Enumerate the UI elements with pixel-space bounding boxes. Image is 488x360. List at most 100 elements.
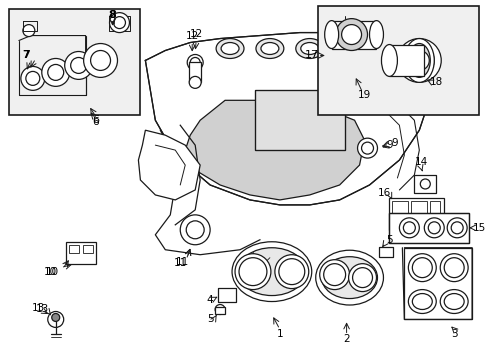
- Text: 12: 12: [189, 28, 203, 39]
- Ellipse shape: [348, 264, 376, 292]
- Text: 9: 9: [386, 140, 392, 150]
- Text: 5: 5: [386, 235, 392, 245]
- Circle shape: [189, 76, 201, 88]
- Ellipse shape: [235, 254, 270, 289]
- Ellipse shape: [407, 254, 435, 282]
- Circle shape: [447, 218, 466, 238]
- Bar: [331, 21, 376, 49]
- Bar: [388, 213, 468, 243]
- Ellipse shape: [300, 42, 318, 54]
- Ellipse shape: [232, 242, 311, 302]
- Circle shape: [420, 179, 429, 189]
- Circle shape: [424, 218, 443, 238]
- Text: 7: 7: [22, 50, 30, 60]
- Ellipse shape: [439, 254, 467, 282]
- Text: 11: 11: [173, 258, 186, 268]
- Text: 6: 6: [92, 115, 99, 125]
- Circle shape: [357, 138, 377, 158]
- Bar: [413, 175, 435, 193]
- Circle shape: [399, 218, 419, 238]
- Ellipse shape: [323, 264, 345, 285]
- Ellipse shape: [216, 39, 244, 58]
- Polygon shape: [138, 130, 200, 200]
- Bar: [379, 247, 393, 257]
- Ellipse shape: [238, 248, 305, 296]
- Circle shape: [41, 58, 69, 86]
- Text: 4: 4: [206, 294, 213, 305]
- Circle shape: [48, 311, 63, 328]
- Circle shape: [403, 222, 414, 234]
- Circle shape: [450, 222, 462, 234]
- Text: 18: 18: [429, 77, 442, 87]
- Text: 2: 2: [343, 334, 349, 345]
- Ellipse shape: [261, 42, 278, 54]
- Ellipse shape: [411, 293, 431, 310]
- Text: 11: 11: [175, 257, 188, 267]
- Bar: [317, 6, 478, 115]
- Circle shape: [404, 45, 433, 75]
- Text: 6: 6: [92, 117, 99, 127]
- Text: 13: 13: [32, 302, 45, 312]
- Bar: [65, 242, 95, 264]
- Ellipse shape: [369, 21, 383, 49]
- Ellipse shape: [255, 39, 283, 58]
- Polygon shape: [145, 32, 428, 205]
- Ellipse shape: [315, 250, 383, 305]
- Circle shape: [215, 305, 224, 315]
- Text: 17: 17: [304, 50, 318, 60]
- Text: 8: 8: [108, 10, 116, 20]
- Ellipse shape: [321, 257, 377, 298]
- Text: 12: 12: [185, 31, 199, 41]
- Circle shape: [335, 19, 367, 50]
- Ellipse shape: [443, 293, 463, 310]
- Circle shape: [83, 44, 117, 77]
- Ellipse shape: [352, 268, 372, 288]
- Circle shape: [408, 50, 428, 71]
- Ellipse shape: [404, 39, 433, 82]
- Circle shape: [21, 67, 45, 90]
- Text: 5: 5: [206, 314, 213, 324]
- Text: 14: 14: [414, 157, 427, 167]
- Text: 16: 16: [377, 188, 390, 198]
- Ellipse shape: [221, 42, 239, 54]
- Text: 13: 13: [36, 305, 49, 315]
- Text: 10: 10: [46, 267, 59, 276]
- Bar: [254, 90, 344, 150]
- Circle shape: [397, 39, 440, 82]
- Bar: [388, 213, 468, 243]
- Text: 9: 9: [390, 138, 397, 148]
- Bar: [68, 245, 79, 253]
- Ellipse shape: [319, 260, 349, 289]
- Ellipse shape: [278, 259, 304, 285]
- Ellipse shape: [324, 21, 338, 49]
- Bar: [82, 245, 92, 253]
- Ellipse shape: [407, 289, 435, 314]
- Ellipse shape: [381, 45, 397, 76]
- Circle shape: [187, 54, 203, 71]
- Bar: [218, 288, 236, 302]
- Text: 1: 1: [276, 329, 283, 339]
- Bar: [388, 45, 424, 76]
- Ellipse shape: [407, 44, 429, 77]
- Bar: [189, 62, 201, 82]
- Ellipse shape: [274, 255, 308, 289]
- Circle shape: [341, 24, 361, 45]
- Bar: [215, 306, 224, 315]
- Bar: [388, 198, 443, 230]
- Polygon shape: [185, 100, 364, 200]
- Text: 10: 10: [44, 267, 57, 276]
- Bar: [410, 201, 427, 213]
- Ellipse shape: [239, 258, 266, 285]
- Bar: [404, 248, 471, 319]
- Circle shape: [427, 222, 439, 234]
- Text: 8: 8: [109, 10, 116, 20]
- Bar: [392, 201, 407, 213]
- Text: 15: 15: [471, 223, 485, 233]
- Text: 19: 19: [357, 90, 370, 100]
- Ellipse shape: [439, 289, 467, 314]
- Ellipse shape: [443, 258, 463, 278]
- Circle shape: [113, 18, 123, 28]
- Circle shape: [180, 215, 210, 245]
- Circle shape: [109, 13, 129, 32]
- Text: 7: 7: [22, 50, 29, 60]
